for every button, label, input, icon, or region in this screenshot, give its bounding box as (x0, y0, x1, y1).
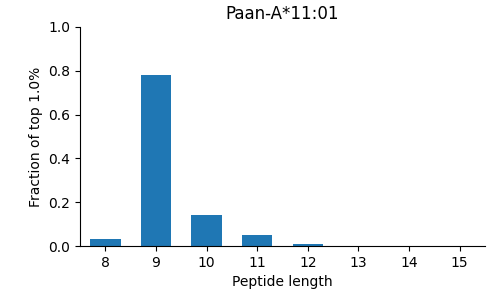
X-axis label: Peptide length: Peptide length (232, 275, 333, 289)
Bar (192, 215, 222, 246)
Y-axis label: Fraction of top 1.0%: Fraction of top 1.0% (28, 66, 42, 207)
Bar (242, 235, 272, 246)
Title: Paan-A*11:01: Paan-A*11:01 (226, 5, 339, 23)
Bar (140, 75, 171, 246)
Bar (292, 244, 323, 246)
Bar (90, 239, 120, 246)
